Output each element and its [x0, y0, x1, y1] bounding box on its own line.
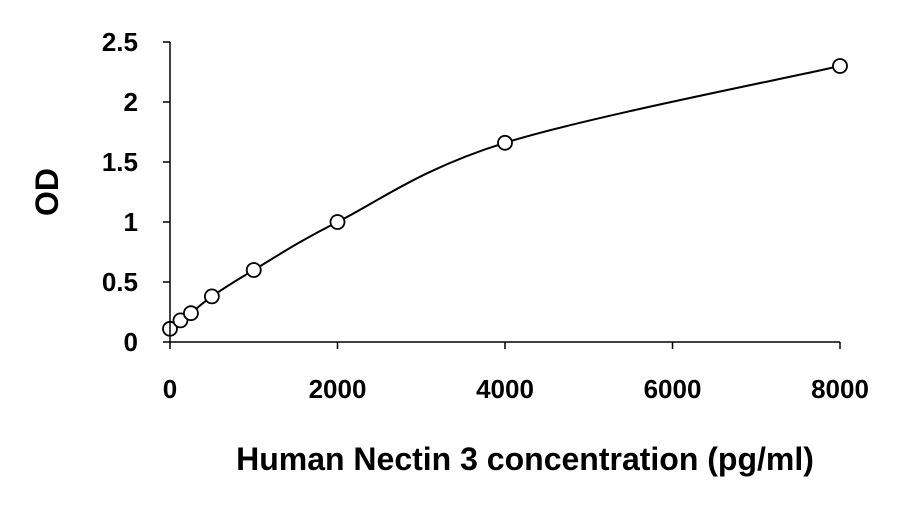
data-point — [245, 262, 262, 278]
data-point — [203, 288, 220, 305]
y-axis-ticks: 0 0.5 1 1.5 2 2.5 — [102, 27, 170, 357]
x-tick-label: 2000 — [309, 374, 367, 404]
y-tick-label: 2 — [124, 87, 138, 117]
y-tick-label: 1 — [124, 207, 138, 237]
y-axis-title: OD — [29, 168, 65, 216]
y-tick-label: 0 — [124, 327, 138, 357]
data-point — [832, 58, 848, 74]
y-tick-label: 0.5 — [102, 267, 138, 297]
y-tick-label: 1.5 — [102, 147, 138, 177]
plot-area — [162, 58, 848, 337]
data-point — [329, 214, 346, 230]
x-tick-label: 8000 — [811, 374, 869, 404]
fit-curve — [169, 65, 841, 330]
x-tick-label: 0 — [163, 374, 177, 404]
x-axis-title: Human Nectin 3 concentration (pg/ml) — [236, 441, 814, 477]
data-point — [183, 305, 199, 322]
data-points — [162, 58, 848, 337]
x-axis-ticks: 0 2000 4000 6000 8000 — [163, 342, 869, 404]
data-point — [497, 134, 513, 151]
y-tick-label: 2.5 — [102, 27, 138, 57]
x-tick-label: 4000 — [476, 374, 534, 404]
x-tick-label: 6000 — [644, 374, 702, 404]
